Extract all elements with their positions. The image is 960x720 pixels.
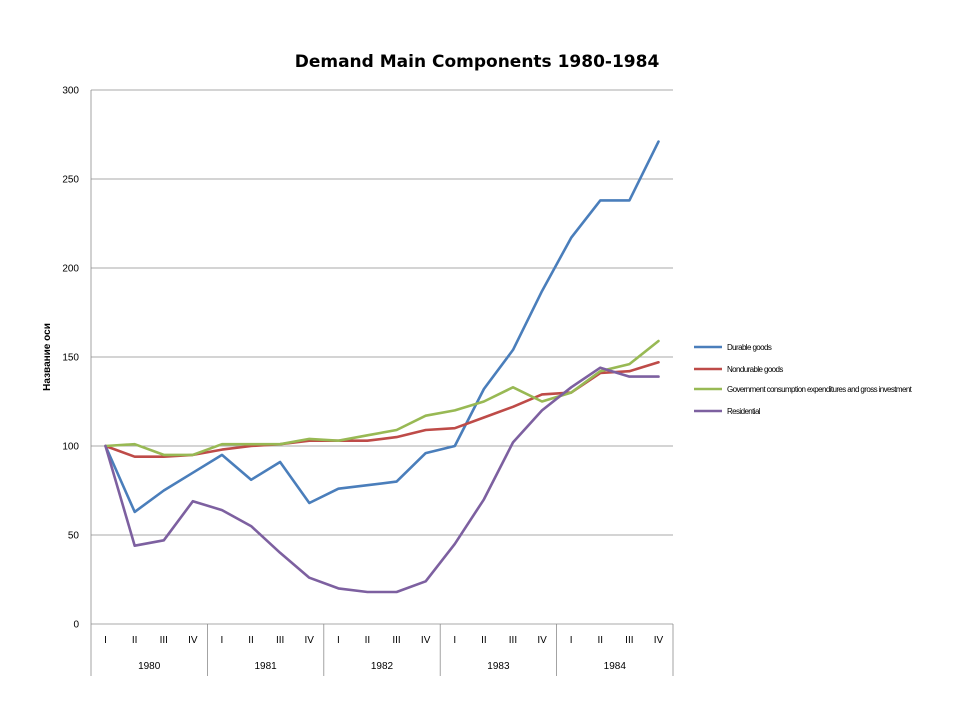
gridlines <box>91 89 673 625</box>
series-line-1 <box>104 360 660 459</box>
x-tick-quarter: I <box>337 635 340 646</box>
y-tick-label: 0 <box>73 620 79 631</box>
x-tick-quarter: III <box>160 635 168 646</box>
y-tick-label: 300 <box>62 86 79 97</box>
x-tick-quarter: III <box>276 635 284 646</box>
y-tick-label: 100 <box>62 442 79 453</box>
x-tick-quarter: II <box>481 635 487 646</box>
y-tick-label: 50 <box>68 531 80 542</box>
series-line-3 <box>104 366 660 594</box>
x-tick-quarter: II <box>132 635 138 646</box>
x-tick-quarter: I <box>104 635 107 646</box>
x-tick-year: 1982 <box>371 661 394 672</box>
y-axis: 0 50 100 150 200 250 300 <box>62 86 79 631</box>
chart-title: Demand Main Components 1980-1984 <box>295 52 660 72</box>
series-line-2 <box>104 339 660 457</box>
plot-area <box>90 90 674 676</box>
y-axis-label: Название оси <box>42 323 53 391</box>
x-tick-quarter: I <box>453 635 456 646</box>
legend: Durable goods Nondurable goods Government … <box>694 343 913 416</box>
x-axis: I II III IV I II III IV I II III IV I II III IV I II III IV… <box>104 624 664 676</box>
x-tick-quarter: IV <box>188 635 198 646</box>
x-tick-quarter: I <box>570 635 573 646</box>
x-tick-quarter: II <box>365 635 371 646</box>
legend-entry: Nondurable goods <box>727 365 783 374</box>
x-tick-quarter: III <box>392 635 400 646</box>
legend-entry: Government consumption expenditures and … <box>727 385 913 394</box>
x-tick-year: 1980 <box>138 661 161 672</box>
x-tick-quarter: II <box>248 635 254 646</box>
y-tick-label: 250 <box>62 175 79 186</box>
x-tick-quarter: III <box>509 635 517 646</box>
x-tick-year: 1983 <box>487 661 510 672</box>
x-tick-quarter: IV <box>654 635 664 646</box>
series-line-0 <box>104 140 660 514</box>
x-tick-quarter: III <box>625 635 633 646</box>
x-tick-quarter: IV <box>421 635 431 646</box>
legend-entry: Durable goods <box>727 343 772 352</box>
x-tick-quarter: II <box>597 635 603 646</box>
x-tick-year: 1984 <box>604 661 627 672</box>
x-tick-quarter: I <box>221 635 224 646</box>
y-tick-label: 150 <box>62 353 79 364</box>
x-tick-quarter: IV <box>537 635 547 646</box>
legend-entry: Residential <box>727 407 761 416</box>
x-tick-quarter: IV <box>305 635 315 646</box>
x-tick-year: 1981 <box>254 661 277 672</box>
series-lines <box>104 140 660 594</box>
y-tick-label: 200 <box>62 264 79 275</box>
